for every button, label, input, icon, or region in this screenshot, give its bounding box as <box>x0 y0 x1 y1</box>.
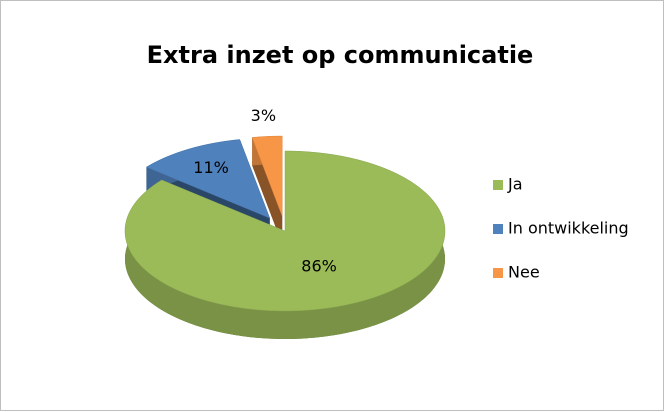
slice-group <box>124 150 446 339</box>
legend-label: Nee <box>508 263 540 282</box>
data-label: 3% <box>251 106 276 125</box>
data-label: 11% <box>193 158 229 177</box>
data-label: 86% <box>301 257 337 276</box>
legend-swatch <box>493 268 503 278</box>
legend-label: In ontwikkeling <box>508 219 629 238</box>
legend-swatch <box>493 224 503 234</box>
legend-swatch <box>493 180 503 190</box>
slice <box>124 150 446 312</box>
slice-group <box>251 135 283 245</box>
slice <box>145 139 271 219</box>
slice <box>251 135 283 217</box>
legend-label: Ja <box>507 175 523 194</box>
chart-title: Extra inzet op communicatie <box>147 41 534 69</box>
